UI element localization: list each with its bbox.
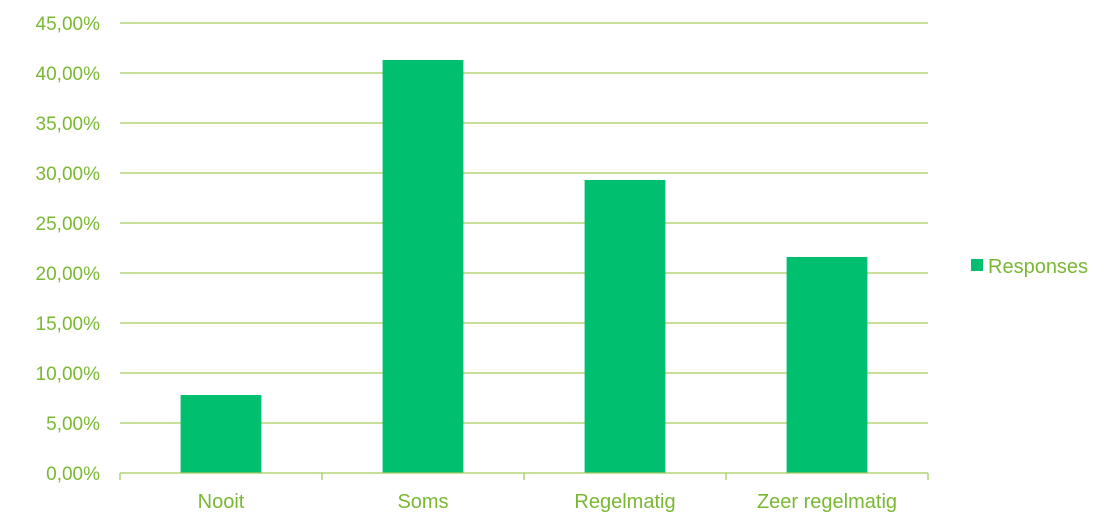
bar-nooit bbox=[180, 395, 262, 473]
bars bbox=[180, 60, 868, 473]
y-tick-label: 5,00% bbox=[46, 414, 100, 435]
bar-soms bbox=[382, 60, 464, 473]
y-tick-label: 45,00% bbox=[36, 14, 101, 35]
y-axis-tick-labels: 0,00% 5,00% 10,00% 15,00% 20,00% 25,00% 30,00%… bbox=[36, 14, 101, 485]
legend-swatch bbox=[971, 259, 983, 271]
x-category-label: Nooit bbox=[198, 491, 245, 513]
gridlines bbox=[120, 22, 928, 424]
x-category-label: Zeer regelmatig bbox=[757, 491, 897, 513]
x-category-label: Regelmatig bbox=[574, 491, 675, 513]
y-tick-label: 0,00% bbox=[46, 464, 100, 485]
y-tick-label: 30,00% bbox=[36, 164, 101, 185]
y-tick-label: 40,00% bbox=[36, 64, 101, 85]
legend-label: Responses bbox=[988, 256, 1088, 278]
bar-regelmatig bbox=[584, 180, 666, 473]
y-tick-label: 10,00% bbox=[36, 364, 101, 385]
x-axis-category-labels: Nooit Soms Regelmatig Zeer regelmatig bbox=[198, 491, 897, 513]
y-tick-label: 20,00% bbox=[36, 264, 101, 285]
y-tick-label: 15,00% bbox=[36, 314, 101, 335]
y-tick-label: 35,00% bbox=[36, 114, 101, 135]
x-category-label: Soms bbox=[397, 491, 448, 513]
legend: Responses bbox=[971, 256, 1088, 278]
bar-zeer-regelmatig bbox=[786, 257, 868, 473]
x-axis bbox=[119, 472, 929, 480]
y-tick-label: 25,00% bbox=[36, 214, 101, 235]
